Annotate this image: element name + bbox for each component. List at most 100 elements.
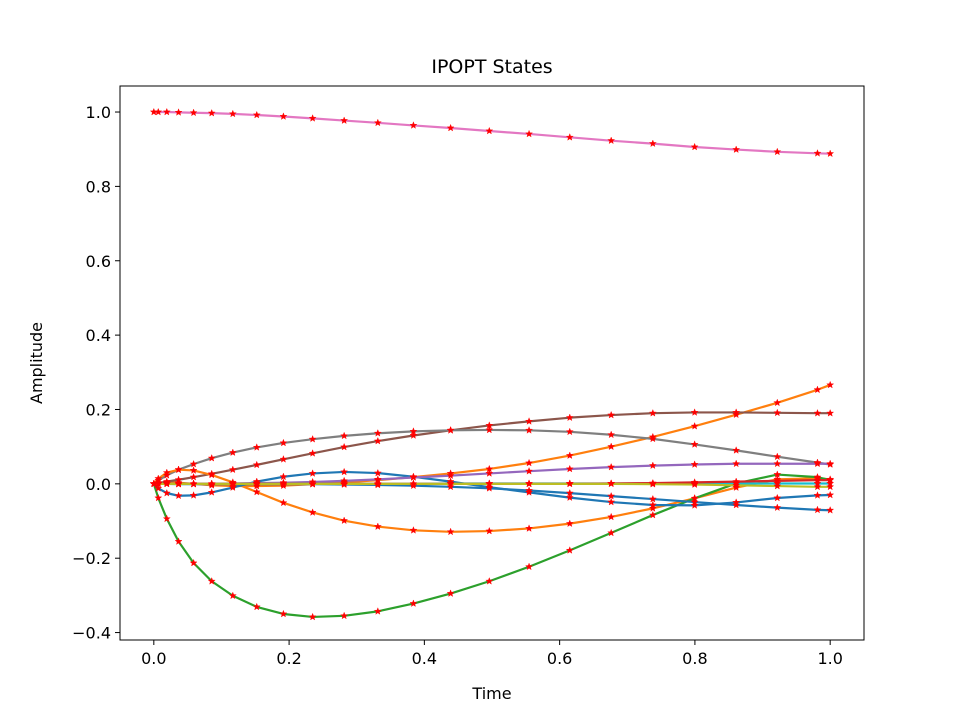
y-tick-label: 1.0 [86, 103, 111, 122]
data-point [228, 448, 237, 456]
data-point [826, 149, 835, 158]
data-point [154, 107, 163, 116]
data-point [565, 519, 574, 528]
data-point [189, 108, 198, 117]
data-point [162, 488, 171, 497]
data-point [485, 469, 494, 477]
data-point [340, 611, 349, 620]
data-point [308, 508, 317, 516]
data-point [648, 461, 657, 469]
data-point [228, 483, 237, 491]
data-point [207, 488, 216, 496]
data-point [565, 451, 574, 459]
data-point [207, 470, 216, 479]
data-point [826, 482, 835, 491]
data-point [813, 505, 822, 514]
data-point [252, 110, 261, 119]
data-point [773, 452, 782, 461]
data-point [485, 577, 494, 585]
data-point [279, 479, 288, 488]
data-point [446, 527, 455, 536]
data-point [607, 512, 616, 521]
data-point [207, 577, 216, 585]
data-point [525, 524, 534, 532]
data-point [189, 558, 198, 567]
data-point [525, 426, 534, 434]
y-tick-label: 0.0 [86, 475, 111, 494]
data-point [773, 147, 782, 156]
data-point [228, 591, 237, 600]
data-point [607, 410, 616, 419]
x-tick-label: 0.2 [276, 649, 301, 668]
data-point [373, 429, 382, 437]
series-line-6 [152, 473, 832, 619]
data-point [154, 493, 163, 502]
data-point [813, 482, 822, 491]
data-point [826, 475, 835, 484]
data-point [732, 410, 741, 419]
y-tick-label: −0.4 [72, 624, 111, 643]
data-point [826, 490, 835, 499]
data-point [162, 107, 171, 116]
data-point [409, 526, 418, 534]
data-point [308, 449, 317, 457]
data-point [773, 408, 782, 417]
data-point [279, 498, 288, 507]
data-point [308, 479, 317, 488]
x-tick-label: 0.4 [412, 649, 437, 668]
data-point [648, 480, 657, 488]
data-point [373, 522, 382, 530]
data-point [154, 484, 163, 492]
data-point [648, 494, 657, 503]
data-point [174, 465, 183, 474]
y-tick-label: 0.6 [86, 252, 111, 271]
data-point [813, 149, 822, 157]
data-point [409, 121, 418, 129]
data-point [648, 409, 657, 417]
data-point [207, 108, 216, 117]
series-line-4 [152, 428, 832, 485]
series-line-7 [152, 470, 832, 507]
data-point [813, 459, 822, 468]
data-point [252, 602, 261, 611]
data-point [690, 440, 699, 448]
data-point [565, 479, 574, 488]
data-point [340, 431, 349, 440]
data-point [252, 479, 261, 488]
data-point [690, 501, 699, 509]
series-markers-3 [149, 408, 835, 488]
data-point [607, 430, 616, 439]
data-point [648, 139, 657, 148]
data-point [189, 491, 198, 499]
data-point [446, 426, 455, 434]
data-point [174, 108, 183, 116]
data-point [565, 464, 574, 473]
data-point [409, 479, 418, 488]
data-point [252, 443, 261, 451]
data-point [340, 442, 349, 451]
data-point [525, 467, 534, 475]
data-point [409, 599, 418, 607]
data-point [252, 460, 261, 469]
data-point [485, 526, 494, 535]
data-point [732, 483, 741, 491]
data-point [813, 385, 822, 394]
data-point [525, 417, 534, 425]
data-point [446, 471, 455, 480]
marker-layer [149, 107, 835, 621]
data-point [485, 484, 494, 492]
plot-background [120, 86, 864, 640]
data-point [373, 468, 382, 477]
x-tick-label: 0.0 [141, 649, 166, 668]
data-point [252, 487, 261, 496]
data-point [525, 129, 534, 138]
y-axis: −0.4 −0.2 0.0 0.2 0.4 0.6 0.8 1.0 [72, 103, 120, 643]
data-point [340, 467, 349, 476]
data-point [565, 413, 574, 422]
data-point [485, 479, 494, 488]
data-point [446, 123, 455, 132]
data-point [485, 126, 494, 135]
data-point [607, 491, 616, 500]
data-point [732, 459, 741, 468]
